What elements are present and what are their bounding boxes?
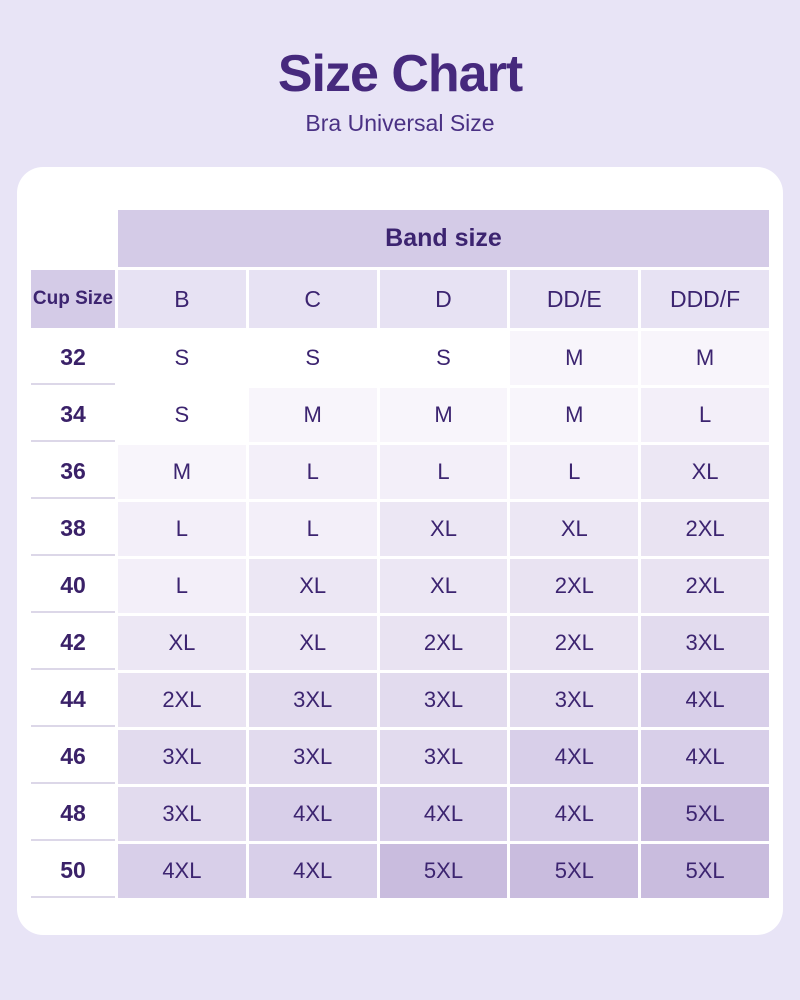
band-header-row: Band size bbox=[31, 210, 769, 268]
size-value-cell: 4XL bbox=[248, 844, 377, 899]
table-row: 50 4XL 4XL 5XL 5XL 5XL bbox=[31, 844, 769, 899]
size-value-cell: 3XL bbox=[510, 673, 639, 728]
cup-size-cell: 48 bbox=[31, 787, 115, 842]
size-value-cell: XL bbox=[248, 559, 377, 614]
size-value-cell: 2XL bbox=[641, 502, 769, 557]
size-value-cell: 4XL bbox=[510, 787, 639, 842]
table-row: 38 L L XL XL 2XL bbox=[31, 502, 769, 557]
size-value-cell: XL bbox=[118, 616, 246, 671]
band-size-column-header: B bbox=[118, 270, 246, 329]
column-header-row: Cup Size B C D DD/E DDD/F bbox=[31, 270, 769, 329]
cup-size-cell: 32 bbox=[31, 331, 115, 386]
size-value-cell: XL bbox=[248, 616, 377, 671]
band-size-header: Band size bbox=[118, 210, 769, 268]
size-value-cell: L bbox=[641, 388, 769, 443]
cup-size-cell: 34 bbox=[31, 388, 115, 443]
size-value-cell: 2XL bbox=[118, 673, 246, 728]
cup-size-cell: 40 bbox=[31, 559, 115, 614]
size-value-cell: 3XL bbox=[248, 673, 377, 728]
size-value-cell: 4XL bbox=[641, 673, 769, 728]
size-value-cell: XL bbox=[379, 559, 508, 614]
cup-size-label: Cup Size bbox=[31, 270, 115, 329]
size-value-cell: M bbox=[641, 331, 769, 386]
band-size-column-header: C bbox=[248, 270, 377, 329]
size-value-cell: 2XL bbox=[641, 559, 769, 614]
size-value-cell: 3XL bbox=[118, 730, 246, 785]
header: Size Chart Bra Universal Size bbox=[0, 0, 800, 137]
size-value-cell: 4XL bbox=[510, 730, 639, 785]
table-row: 42 XL XL 2XL 2XL 3XL bbox=[31, 616, 769, 671]
size-value-cell: L bbox=[118, 559, 246, 614]
size-value-cell: XL bbox=[510, 502, 639, 557]
size-value-cell: M bbox=[248, 388, 377, 443]
page-subtitle: Bra Universal Size bbox=[305, 110, 495, 137]
size-value-cell: S bbox=[248, 331, 377, 386]
size-value-cell: L bbox=[248, 502, 377, 557]
band-size-column-header: DD/E bbox=[510, 270, 639, 329]
size-value-cell: L bbox=[510, 445, 639, 500]
size-value-cell: XL bbox=[379, 502, 508, 557]
table-row: 46 3XL 3XL 3XL 4XL 4XL bbox=[31, 730, 769, 785]
size-value-cell: M bbox=[379, 388, 508, 443]
table-row: 44 2XL 3XL 3XL 3XL 4XL bbox=[31, 673, 769, 728]
cup-size-cell: 50 bbox=[31, 844, 115, 899]
table-row: 48 3XL 4XL 4XL 4XL 5XL bbox=[31, 787, 769, 842]
size-value-cell: M bbox=[118, 445, 246, 500]
cup-size-cell: 44 bbox=[31, 673, 115, 728]
size-value-cell: 3XL bbox=[641, 616, 769, 671]
size-value-cell: L bbox=[379, 445, 508, 500]
cup-size-cell: 36 bbox=[31, 445, 115, 500]
corner-spacer bbox=[31, 210, 115, 267]
size-value-cell: XL bbox=[641, 445, 769, 500]
cup-size-cell: 38 bbox=[31, 502, 115, 557]
size-value-cell: 4XL bbox=[248, 787, 377, 842]
size-value-cell: 5XL bbox=[641, 787, 769, 842]
size-value-cell: 5XL bbox=[510, 844, 639, 899]
size-value-cell: 3XL bbox=[379, 730, 508, 785]
size-value-cell: 4XL bbox=[641, 730, 769, 785]
cup-size-cell: 42 bbox=[31, 616, 115, 671]
page-title: Size Chart bbox=[277, 45, 523, 103]
size-table-head: Band size Cup Size B C D DD/E DDD/F bbox=[31, 210, 769, 329]
size-value-cell: M bbox=[510, 388, 639, 443]
size-value-cell: L bbox=[248, 445, 377, 500]
size-value-cell: 5XL bbox=[379, 844, 508, 899]
band-size-column-header: D bbox=[379, 270, 508, 329]
cup-size-cell: 46 bbox=[31, 730, 115, 785]
size-value-cell: 3XL bbox=[248, 730, 377, 785]
size-value-cell: M bbox=[510, 331, 639, 386]
size-value-cell: L bbox=[118, 502, 246, 557]
size-value-cell: 2XL bbox=[510, 616, 639, 671]
size-value-cell: 3XL bbox=[118, 787, 246, 842]
table-row: 36 M L L L XL bbox=[31, 445, 769, 500]
size-value-cell: 2XL bbox=[510, 559, 639, 614]
band-size-column-header: DDD/F bbox=[641, 270, 769, 329]
table-row: 40 L XL XL 2XL 2XL bbox=[31, 559, 769, 614]
size-value-cell: S bbox=[118, 331, 246, 386]
size-value-cell: 4XL bbox=[118, 844, 246, 899]
size-value-cell: 2XL bbox=[379, 616, 508, 671]
size-value-cell: 4XL bbox=[379, 787, 508, 842]
size-value-cell: S bbox=[118, 388, 246, 443]
size-value-cell: 3XL bbox=[379, 673, 508, 728]
size-value-cell: S bbox=[379, 331, 508, 386]
size-value-cell: 5XL bbox=[641, 844, 769, 899]
